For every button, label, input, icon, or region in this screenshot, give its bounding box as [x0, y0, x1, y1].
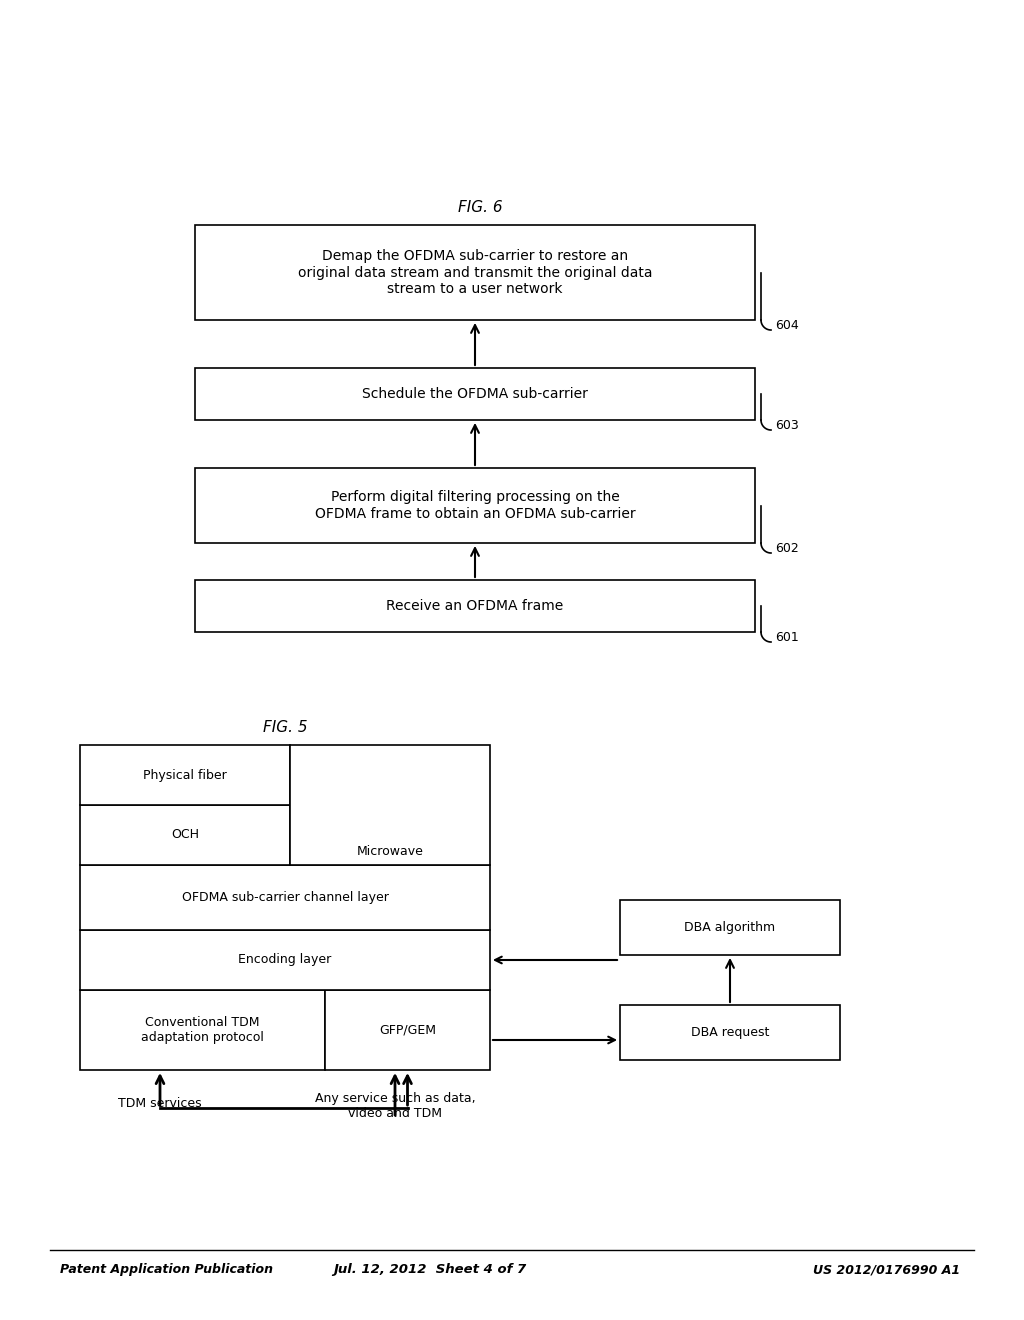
Text: Perform digital filtering processing on the
OFDMA frame to obtain an OFDMA sub-c: Perform digital filtering processing on … [314, 491, 635, 520]
Text: Demap the OFDMA sub-carrier to restore an
original data stream and transmit the : Demap the OFDMA sub-carrier to restore a… [298, 249, 652, 296]
Text: TDM services: TDM services [118, 1097, 202, 1110]
Bar [80, 865, 490, 931]
Bar [620, 1005, 840, 1060]
Text: Receive an OFDMA frame: Receive an OFDMA frame [386, 599, 563, 612]
Text: Schedule the OFDMA sub-carrier: Schedule the OFDMA sub-carrier [362, 387, 588, 401]
Text: Microwave: Microwave [356, 845, 424, 858]
Text: Any service such as data,
video and TDM: Any service such as data, video and TDM [314, 1092, 475, 1119]
Text: 601: 601 [775, 631, 799, 644]
Text: DBA algorithm: DBA algorithm [684, 921, 775, 935]
Text: Conventional TDM
adaptation protocol: Conventional TDM adaptation protocol [141, 1016, 264, 1044]
Text: OFDMA sub-carrier channel layer: OFDMA sub-carrier channel layer [181, 891, 388, 904]
Bar [80, 990, 325, 1071]
Text: Encoding layer: Encoding layer [239, 953, 332, 966]
Bar [620, 900, 840, 954]
Text: FIG. 6: FIG. 6 [458, 201, 503, 215]
Bar [195, 579, 755, 632]
Text: FIG. 5: FIG. 5 [263, 719, 307, 735]
Bar [195, 224, 755, 319]
Text: US 2012/0176990 A1: US 2012/0176990 A1 [813, 1263, 961, 1276]
Bar [80, 805, 290, 865]
Text: 604: 604 [775, 319, 799, 333]
Bar [290, 744, 490, 865]
Bar [80, 931, 490, 990]
Bar [325, 990, 490, 1071]
Text: Physical fiber: Physical fiber [143, 768, 227, 781]
Text: GFP/GEM: GFP/GEM [379, 1023, 436, 1036]
Bar [195, 368, 755, 420]
Text: Jul. 12, 2012  Sheet 4 of 7: Jul. 12, 2012 Sheet 4 of 7 [334, 1263, 526, 1276]
Text: Patent Application Publication: Patent Application Publication [60, 1263, 273, 1276]
Text: DBA request: DBA request [691, 1026, 769, 1039]
Bar [80, 744, 290, 805]
Bar [195, 469, 755, 543]
Text: 602: 602 [775, 543, 799, 554]
Text: 603: 603 [775, 418, 799, 432]
Text: OCH: OCH [171, 829, 199, 842]
